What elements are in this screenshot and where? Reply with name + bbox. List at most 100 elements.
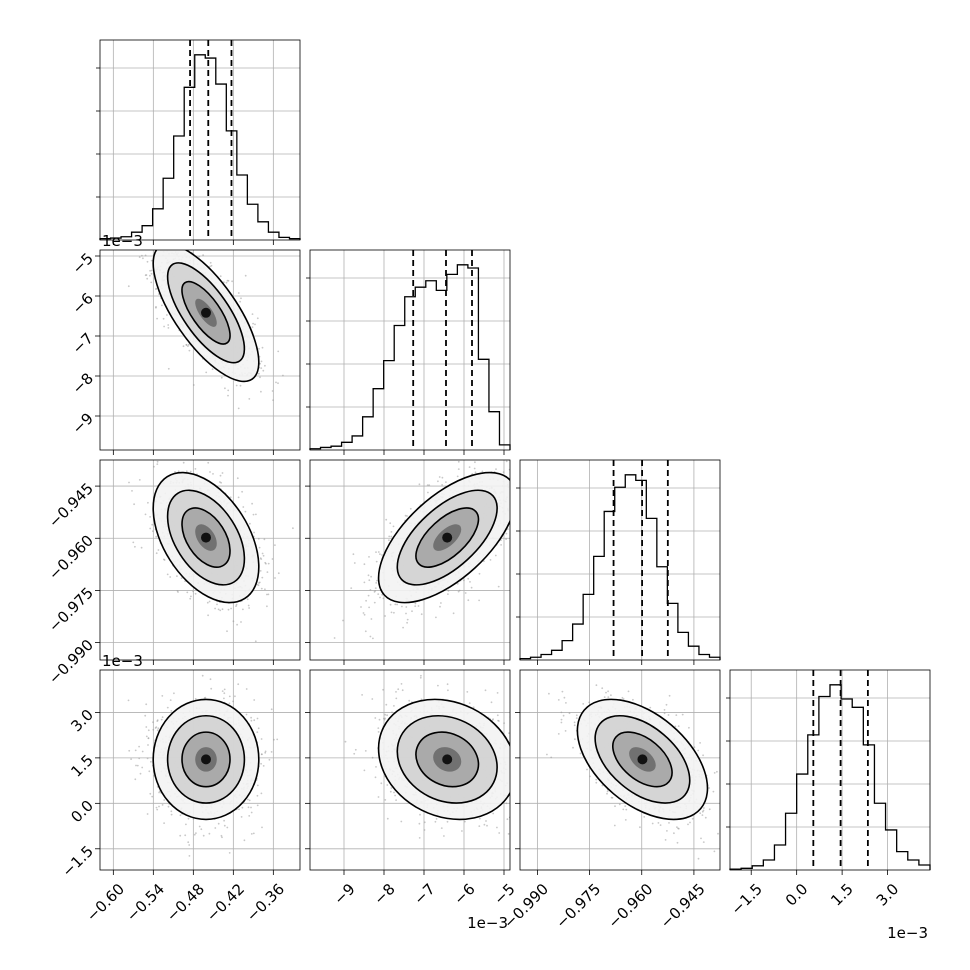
scatter-point bbox=[333, 637, 336, 639]
scatter-point bbox=[150, 232, 152, 234]
scatter-point bbox=[217, 608, 220, 611]
scatter-point bbox=[228, 695, 231, 698]
scatter-point bbox=[261, 826, 263, 829]
scatter-point bbox=[202, 834, 205, 837]
scatter-point bbox=[188, 349, 191, 352]
scatter-point bbox=[388, 535, 391, 538]
panel-p1-p4 bbox=[127, 670, 279, 857]
scatter-point bbox=[161, 243, 163, 245]
scatter-point bbox=[248, 607, 251, 609]
scatter-point bbox=[437, 480, 439, 483]
scatter-point bbox=[220, 481, 223, 484]
scatter-point bbox=[260, 390, 262, 393]
scatter-point bbox=[167, 327, 170, 329]
scatter-point bbox=[512, 461, 514, 463]
scatter-point bbox=[277, 382, 279, 385]
scatter-point bbox=[439, 605, 441, 608]
scatter-point bbox=[417, 605, 420, 607]
scatter-point bbox=[155, 306, 157, 309]
scatter-point bbox=[237, 683, 240, 686]
scatter-point bbox=[166, 573, 169, 576]
scatter-point bbox=[149, 274, 151, 277]
scatter-point bbox=[258, 372, 260, 375]
scatter-point bbox=[239, 384, 242, 387]
scatter-point bbox=[463, 579, 465, 582]
scatter-point bbox=[141, 254, 143, 257]
scatter-point bbox=[146, 813, 149, 815]
scatter-point bbox=[282, 374, 284, 377]
scatter-point bbox=[185, 470, 188, 473]
scatter-point bbox=[194, 592, 197, 595]
scatter-point bbox=[362, 612, 365, 614]
scatter-point bbox=[140, 546, 143, 549]
scatter-point bbox=[155, 535, 158, 538]
scatter-point bbox=[208, 832, 211, 835]
scatter-point bbox=[414, 602, 417, 605]
scatter-point bbox=[128, 481, 130, 484]
scatter-point bbox=[259, 570, 262, 572]
scatter-point bbox=[382, 597, 385, 600]
scatter-point bbox=[264, 588, 266, 591]
scatter-point bbox=[458, 589, 461, 592]
scatter-point bbox=[179, 814, 182, 817]
scatter-point bbox=[216, 603, 218, 606]
scatter-point bbox=[187, 345, 189, 347]
scatter-point bbox=[255, 513, 257, 516]
scatter-point bbox=[247, 604, 250, 607]
panel-p1-p2 bbox=[108, 211, 284, 410]
scatter-point bbox=[214, 827, 217, 829]
scatter-point bbox=[457, 468, 460, 470]
scatter-point bbox=[372, 637, 374, 640]
scatter-point bbox=[411, 610, 413, 613]
scatter-point bbox=[167, 805, 170, 808]
scatter-point bbox=[478, 599, 480, 602]
scatter-point bbox=[149, 792, 152, 795]
scatter-point bbox=[227, 608, 230, 611]
scatter-point bbox=[165, 236, 167, 238]
scatter-point bbox=[370, 575, 372, 578]
scatter-point bbox=[428, 484, 431, 487]
scatter-point bbox=[262, 369, 265, 372]
scatter-point bbox=[250, 806, 252, 809]
scatter-point bbox=[208, 600, 211, 603]
scatter-point bbox=[258, 581, 261, 584]
scatter-point bbox=[220, 834, 223, 837]
scatter-point bbox=[221, 608, 224, 611]
scatter-point bbox=[135, 764, 137, 767]
scatter-point bbox=[236, 623, 239, 626]
scatter-point bbox=[274, 577, 276, 579]
scatter-point bbox=[182, 345, 185, 348]
scatter-point bbox=[166, 706, 169, 709]
scatter-point bbox=[227, 389, 230, 392]
contour-p2-p3-2 bbox=[415, 507, 480, 568]
scatter-point bbox=[264, 751, 267, 754]
scatter-point bbox=[170, 813, 173, 816]
scatter-point bbox=[406, 621, 408, 624]
scatter-point bbox=[528, 501, 530, 503]
scatter-point bbox=[132, 541, 135, 544]
scatter-point bbox=[232, 700, 235, 703]
scatter-point bbox=[184, 834, 187, 837]
scatter-point bbox=[368, 579, 371, 582]
scatter-point bbox=[248, 815, 251, 817]
scatter-point bbox=[363, 613, 366, 616]
scatter-point bbox=[155, 288, 157, 290]
scatter-point bbox=[108, 211, 110, 213]
scatter-point bbox=[253, 719, 256, 722]
scatter-point bbox=[185, 823, 187, 826]
scatter-point bbox=[127, 285, 130, 288]
scatter-point bbox=[220, 376, 223, 379]
scatter-point bbox=[257, 537, 260, 540]
scatter-point bbox=[494, 554, 497, 557]
scatter-point bbox=[360, 606, 362, 608]
scatter-point bbox=[156, 463, 159, 465]
scatter-point bbox=[187, 817, 190, 820]
scatter-point bbox=[374, 587, 377, 589]
scatter-point bbox=[379, 596, 381, 599]
scatter-point bbox=[226, 630, 228, 633]
scatter-point bbox=[134, 545, 136, 548]
scatter-point bbox=[192, 590, 195, 593]
scatter-point bbox=[237, 496, 240, 499]
scatter-point bbox=[272, 399, 274, 401]
